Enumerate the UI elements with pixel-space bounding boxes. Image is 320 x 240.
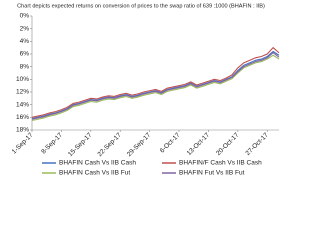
series-line	[31, 50, 280, 120]
y-tick-label: 0%	[20, 13, 30, 20]
series-line	[31, 54, 280, 122]
x-tick-label: 27-Oct-17	[244, 131, 270, 157]
legend-label: BHAFIN/F Cash Vs IIB Cash	[179, 160, 262, 167]
series-line	[31, 52, 280, 120]
series-line	[31, 46, 280, 118]
y-tick-label: 8%	[20, 63, 30, 70]
y-tick-label: 4%	[20, 38, 30, 45]
y-tick-label: 2%	[20, 25, 30, 32]
legend-label: BHAFIN Cash Vs IIB Cash	[59, 160, 136, 167]
chart-title: Chart depicts expected returns on conver…	[17, 3, 265, 9]
x-tick-label: 13-Oct-17	[186, 131, 212, 157]
y-tick-label: 14%	[16, 101, 29, 108]
legend-label: BHAFIN Fut Vs IIB Fut	[179, 170, 245, 177]
x-tick-label: 8-Sep-17	[40, 131, 64, 155]
x-tick-label: 20-Oct-17	[215, 131, 241, 157]
y-tick-label: 10%	[16, 76, 29, 83]
x-tick-label: 22-Sep-17	[96, 131, 123, 158]
y-tick-label: 18%	[16, 127, 29, 134]
y-tick-label: 6%	[20, 51, 30, 58]
x-tick-label: 6-Oct-17	[159, 131, 182, 154]
x-tick-label: 29-Sep-17	[126, 131, 153, 158]
y-tick-label: 12%	[16, 89, 29, 96]
chart: Chart depicts expected returns on conver…	[11, 3, 280, 177]
y-tick-label: 16%	[16, 114, 29, 121]
x-tick-label: 1-Sep-17	[11, 131, 35, 155]
x-tick-label: 15-Sep-17	[67, 131, 94, 158]
legend-label: BHAFIN Cash Vs IIB Fut	[59, 170, 130, 177]
